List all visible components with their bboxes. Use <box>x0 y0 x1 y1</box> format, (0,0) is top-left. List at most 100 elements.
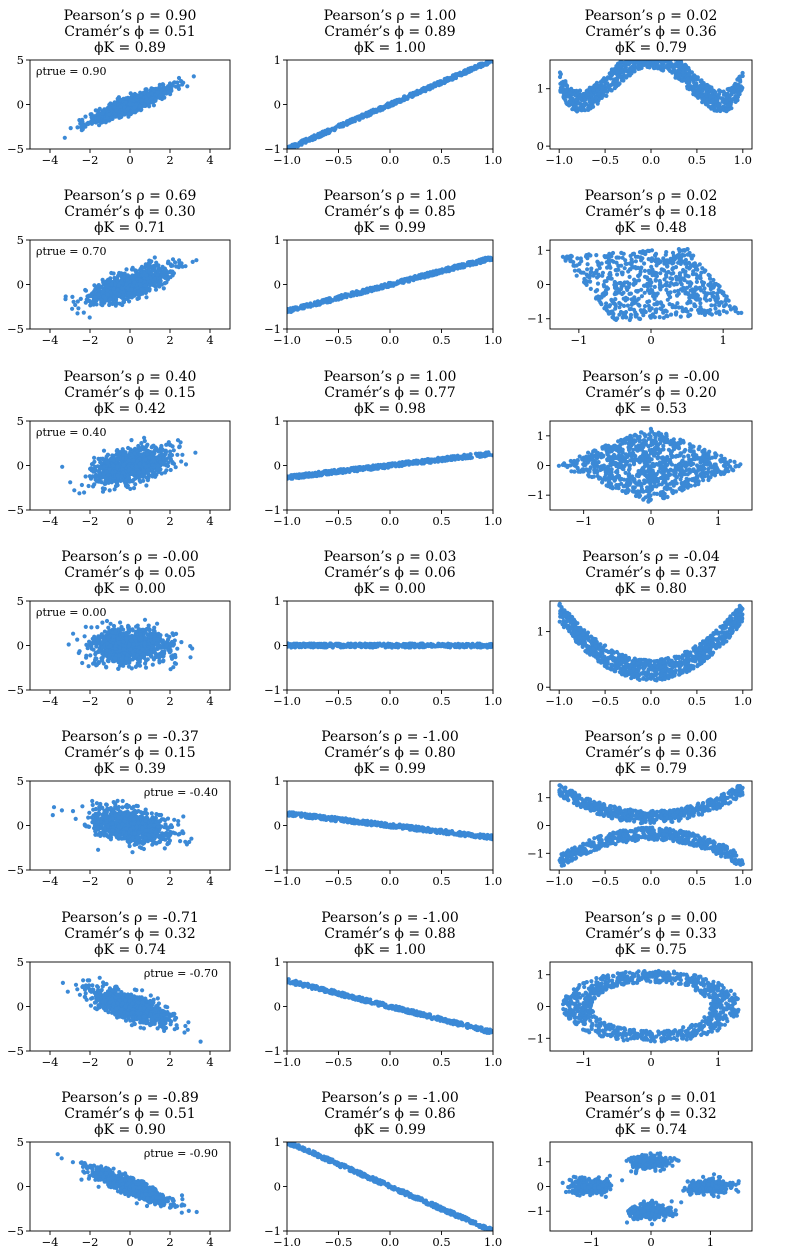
scatter-point <box>675 288 681 293</box>
scatter-point <box>563 257 568 262</box>
scatter-point <box>668 276 673 281</box>
scatter-point <box>736 310 741 316</box>
scatter-point <box>649 256 655 261</box>
scatter-point <box>652 302 657 307</box>
scatter-point <box>621 303 627 308</box>
scatter-point <box>103 297 108 302</box>
scatter-point <box>578 96 583 101</box>
scatter-point <box>642 261 647 266</box>
scatter-point <box>636 55 640 59</box>
scatter-point <box>320 132 325 137</box>
scatter-point <box>382 283 387 288</box>
scatter-point <box>649 306 654 311</box>
scatter-point <box>395 279 400 284</box>
x-tick-label: −2 <box>82 153 99 167</box>
scatter-point <box>76 306 81 311</box>
scatter-point <box>147 104 152 109</box>
scatter-point <box>578 256 583 261</box>
scatter-point <box>672 257 677 262</box>
scatter-point <box>691 89 696 94</box>
x-tick-label: 0.0 <box>381 333 399 347</box>
scatter-point <box>80 120 85 125</box>
scatter-point <box>606 258 612 263</box>
scatter-point <box>664 270 669 275</box>
scatter-point <box>740 70 745 76</box>
scatter-point <box>632 63 637 68</box>
subplot-title-line: Pearson’s ρ = 0.69 <box>64 188 197 204</box>
scatter-point <box>377 107 382 112</box>
scatter-point <box>418 273 423 278</box>
scatter-point <box>729 85 735 90</box>
x-tick-label: 0.0 <box>381 153 399 167</box>
scatter-point <box>588 286 593 291</box>
scatter-point <box>568 259 573 264</box>
scatter-point <box>719 300 724 305</box>
scatter-point <box>618 280 623 286</box>
scatter-point <box>379 286 384 291</box>
scatter-point <box>589 266 594 271</box>
scatter-point <box>739 310 744 315</box>
scatter-point <box>105 452 111 457</box>
scatter-point <box>582 276 587 282</box>
scatter-point <box>644 275 650 280</box>
scatter-point <box>448 266 453 271</box>
scatter-point <box>636 273 641 278</box>
scatter-point <box>610 299 615 304</box>
scatter-point <box>709 303 714 308</box>
scatter-point <box>700 100 705 105</box>
scatter-point <box>145 276 150 281</box>
x-tick-label: −0.5 <box>325 153 353 167</box>
scatter-point <box>327 127 332 132</box>
scatter-point <box>665 297 670 302</box>
scatter-point <box>665 264 670 269</box>
scatter-point <box>314 301 319 307</box>
scatter-point <box>141 265 146 270</box>
scatter-point <box>401 278 406 283</box>
scatter-point <box>171 80 177 85</box>
y-tick-label: 1 <box>274 53 281 67</box>
scatter-point <box>574 273 579 278</box>
scatter-point <box>658 271 663 276</box>
scatter-point <box>661 303 666 309</box>
scatter-points <box>560 247 744 323</box>
scatter-points <box>62 74 196 140</box>
scatter-point <box>638 308 643 313</box>
scatter-point <box>610 315 615 320</box>
scatter-point <box>656 261 661 266</box>
scatter-point <box>649 248 655 253</box>
scatter-point <box>129 287 134 292</box>
scatter-point <box>721 304 727 309</box>
scatter-point <box>708 291 714 296</box>
scatter-point <box>652 284 657 289</box>
x-tick-label: −1.0 <box>273 153 301 167</box>
scatter-point <box>420 89 425 94</box>
x-tick-label: 0 <box>126 333 133 347</box>
scatter-point <box>698 305 703 310</box>
scatter-point <box>614 255 619 260</box>
scatter-point <box>665 314 670 319</box>
scatter-point <box>410 93 415 98</box>
scatter-point <box>149 259 154 264</box>
scatter-point <box>558 72 563 77</box>
subplot-title-line: ϕK = 0.79 <box>615 40 687 56</box>
scatter-point <box>703 91 709 96</box>
scatter-point <box>693 74 698 79</box>
scatter-point <box>728 97 733 102</box>
scatter-point <box>731 89 736 94</box>
scatter-point <box>702 312 708 317</box>
subplot-title-line: Cramér’s ϕ = 0.85 <box>324 204 455 220</box>
subplot-title-line: Cramér’s ϕ = 0.89 <box>324 24 455 40</box>
scatter-point <box>124 267 129 272</box>
scatter-point <box>670 250 676 255</box>
scatter-point <box>154 284 159 289</box>
y-tick-label: 1 <box>274 233 281 247</box>
scatter-point <box>704 86 710 92</box>
scatter-point <box>107 302 112 308</box>
scatter-point <box>87 299 92 304</box>
scatter-point <box>96 283 101 288</box>
y-tick-label: 0 <box>274 98 281 112</box>
y-tick-label: 0 <box>274 278 281 292</box>
scatter-point <box>627 274 632 279</box>
scatter-point <box>614 260 619 265</box>
scatter-point <box>572 268 578 273</box>
